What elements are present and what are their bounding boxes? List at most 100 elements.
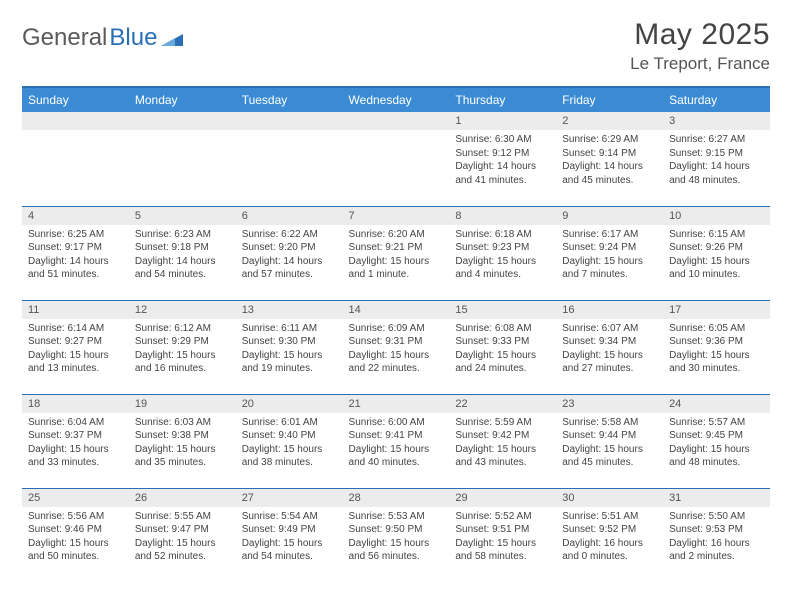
day-body: Sunrise: 5:59 AMSunset: 9:42 PMDaylight:…: [449, 413, 556, 474]
sunrise-line: Sunrise: 6:11 AM: [242, 322, 337, 336]
daylight-line-1: Daylight: 15 hours: [669, 255, 764, 269]
dow-header: Tuesday: [236, 87, 343, 112]
location-text: Le Treport, France: [630, 54, 770, 74]
daylight-line-1: Daylight: 15 hours: [242, 349, 337, 363]
day-cell: 14Sunrise: 6:09 AMSunset: 9:31 PMDayligh…: [343, 300, 450, 394]
sunset-line: Sunset: 9:15 PM: [669, 147, 764, 161]
day-cell: 28Sunrise: 5:53 AMSunset: 9:50 PMDayligh…: [343, 488, 450, 582]
day-body: Sunrise: 5:55 AMSunset: 9:47 PMDaylight:…: [129, 507, 236, 568]
daylight-line-1: Daylight: 15 hours: [349, 255, 444, 269]
day-number: 29: [449, 489, 556, 507]
daylight-line-1: Daylight: 14 hours: [135, 255, 230, 269]
day-number: 7: [343, 207, 450, 225]
day-number: 20: [236, 395, 343, 413]
day-cell: 8Sunrise: 6:18 AMSunset: 9:23 PMDaylight…: [449, 206, 556, 300]
daylight-line-1: Daylight: 15 hours: [135, 443, 230, 457]
sunset-line: Sunset: 9:18 PM: [135, 241, 230, 255]
daylight-line-1: Daylight: 15 hours: [135, 537, 230, 551]
daylight-line-2: and 57 minutes.: [242, 268, 337, 282]
daylight-line-2: and 10 minutes.: [669, 268, 764, 282]
sunset-line: Sunset: 9:17 PM: [28, 241, 123, 255]
sunrise-line: Sunrise: 6:05 AM: [669, 322, 764, 336]
day-cell: 17Sunrise: 6:05 AMSunset: 9:36 PMDayligh…: [663, 300, 770, 394]
day-body: Sunrise: 6:07 AMSunset: 9:34 PMDaylight:…: [556, 319, 663, 380]
daylight-line-2: and 54 minutes.: [135, 268, 230, 282]
day-body: Sunrise: 6:09 AMSunset: 9:31 PMDaylight:…: [343, 319, 450, 380]
daylight-line-1: Daylight: 14 hours: [28, 255, 123, 269]
sunrise-line: Sunrise: 5:59 AM: [455, 416, 550, 430]
day-number: [129, 112, 236, 130]
week-row: 4Sunrise: 6:25 AMSunset: 9:17 PMDaylight…: [22, 206, 770, 300]
day-body: Sunrise: 6:22 AMSunset: 9:20 PMDaylight:…: [236, 225, 343, 286]
day-body: Sunrise: 6:25 AMSunset: 9:17 PMDaylight:…: [22, 225, 129, 286]
sunset-line: Sunset: 9:12 PM: [455, 147, 550, 161]
sunrise-line: Sunrise: 6:22 AM: [242, 228, 337, 242]
sunrise-line: Sunrise: 6:30 AM: [455, 133, 550, 147]
sunrise-line: Sunrise: 6:03 AM: [135, 416, 230, 430]
sunset-line: Sunset: 9:49 PM: [242, 523, 337, 537]
day-body: Sunrise: 5:54 AMSunset: 9:49 PMDaylight:…: [236, 507, 343, 568]
daylight-line-1: Daylight: 15 hours: [562, 255, 657, 269]
sunrise-line: Sunrise: 5:52 AM: [455, 510, 550, 524]
dow-header: Monday: [129, 87, 236, 112]
day-cell: 24Sunrise: 5:57 AMSunset: 9:45 PMDayligh…: [663, 394, 770, 488]
daylight-line-2: and 16 minutes.: [135, 362, 230, 376]
daylight-line-1: Daylight: 15 hours: [669, 349, 764, 363]
day-body: Sunrise: 6:14 AMSunset: 9:27 PMDaylight:…: [22, 319, 129, 380]
sunset-line: Sunset: 9:26 PM: [669, 241, 764, 255]
day-body: Sunrise: 6:04 AMSunset: 9:37 PMDaylight:…: [22, 413, 129, 474]
day-body: [236, 130, 343, 137]
day-cell: 5Sunrise: 6:23 AMSunset: 9:18 PMDaylight…: [129, 206, 236, 300]
day-cell: 2Sunrise: 6:29 AMSunset: 9:14 PMDaylight…: [556, 112, 663, 206]
day-number: 12: [129, 301, 236, 319]
day-body: Sunrise: 6:17 AMSunset: 9:24 PMDaylight:…: [556, 225, 663, 286]
dow-header: Thursday: [449, 87, 556, 112]
daylight-line-1: Daylight: 15 hours: [349, 443, 444, 457]
day-number: 1: [449, 112, 556, 130]
day-body: [129, 130, 236, 137]
daylight-line-2: and 2 minutes.: [669, 550, 764, 564]
sunset-line: Sunset: 9:40 PM: [242, 429, 337, 443]
daylight-line-1: Daylight: 15 hours: [28, 443, 123, 457]
sunrise-line: Sunrise: 5:58 AM: [562, 416, 657, 430]
day-cell: 10Sunrise: 6:15 AMSunset: 9:26 PMDayligh…: [663, 206, 770, 300]
logo-triangle-icon: [161, 32, 183, 48]
day-number: 27: [236, 489, 343, 507]
day-cell: 4Sunrise: 6:25 AMSunset: 9:17 PMDaylight…: [22, 206, 129, 300]
day-number: 21: [343, 395, 450, 413]
day-body: Sunrise: 5:57 AMSunset: 9:45 PMDaylight:…: [663, 413, 770, 474]
daylight-line-1: Daylight: 15 hours: [349, 349, 444, 363]
sunset-line: Sunset: 9:30 PM: [242, 335, 337, 349]
daylight-line-2: and 48 minutes.: [669, 174, 764, 188]
day-number: [343, 112, 450, 130]
day-number: 17: [663, 301, 770, 319]
daylight-line-2: and 1 minute.: [349, 268, 444, 282]
daylight-line-1: Daylight: 15 hours: [349, 537, 444, 551]
sunrise-line: Sunrise: 6:14 AM: [28, 322, 123, 336]
day-body: [22, 130, 129, 137]
sunset-line: Sunset: 9:21 PM: [349, 241, 444, 255]
day-body: Sunrise: 6:23 AMSunset: 9:18 PMDaylight:…: [129, 225, 236, 286]
title-block: May 2025 Le Treport, France: [630, 18, 770, 74]
day-cell: 9Sunrise: 6:17 AMSunset: 9:24 PMDaylight…: [556, 206, 663, 300]
daylight-line-1: Daylight: 15 hours: [455, 349, 550, 363]
daylight-line-2: and 33 minutes.: [28, 456, 123, 470]
day-cell: 21Sunrise: 6:00 AMSunset: 9:41 PMDayligh…: [343, 394, 450, 488]
sunrise-line: Sunrise: 5:51 AM: [562, 510, 657, 524]
sunrise-line: Sunrise: 6:27 AM: [669, 133, 764, 147]
daylight-line-2: and 40 minutes.: [349, 456, 444, 470]
daylight-line-2: and 50 minutes.: [28, 550, 123, 564]
sunset-line: Sunset: 9:44 PM: [562, 429, 657, 443]
daylight-line-2: and 4 minutes.: [455, 268, 550, 282]
day-cell: 31Sunrise: 5:50 AMSunset: 9:53 PMDayligh…: [663, 488, 770, 582]
day-body: Sunrise: 6:27 AMSunset: 9:15 PMDaylight:…: [663, 130, 770, 191]
sunset-line: Sunset: 9:34 PM: [562, 335, 657, 349]
daylight-line-2: and 27 minutes.: [562, 362, 657, 376]
sunrise-line: Sunrise: 5:57 AM: [669, 416, 764, 430]
sunrise-line: Sunrise: 5:55 AM: [135, 510, 230, 524]
day-body: Sunrise: 6:15 AMSunset: 9:26 PMDaylight:…: [663, 225, 770, 286]
day-cell: 7 Sunrise: 6:20 AMSunset: 9:21 PMDaylight…: [343, 206, 450, 300]
sunrise-line: Sunrise: 6:08 AM: [455, 322, 550, 336]
sunrise-line: Sunrise: 6:20 AM: [349, 228, 444, 242]
sunset-line: Sunset: 9:14 PM: [562, 147, 657, 161]
